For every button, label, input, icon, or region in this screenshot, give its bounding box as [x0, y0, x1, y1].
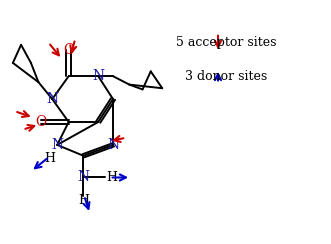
Text: H: H [78, 194, 89, 207]
Text: 5 acceptor sites: 5 acceptor sites [176, 36, 276, 49]
Text: O: O [35, 115, 46, 129]
Text: N: N [46, 92, 58, 106]
Text: 3 donor sites: 3 donor sites [185, 70, 267, 83]
Text: H: H [106, 171, 117, 184]
Text: O: O [63, 43, 74, 57]
Text: H: H [44, 152, 56, 165]
Text: N: N [77, 171, 89, 184]
Text: N: N [51, 138, 63, 152]
Text: N: N [92, 69, 104, 83]
Text: N: N [107, 138, 119, 152]
